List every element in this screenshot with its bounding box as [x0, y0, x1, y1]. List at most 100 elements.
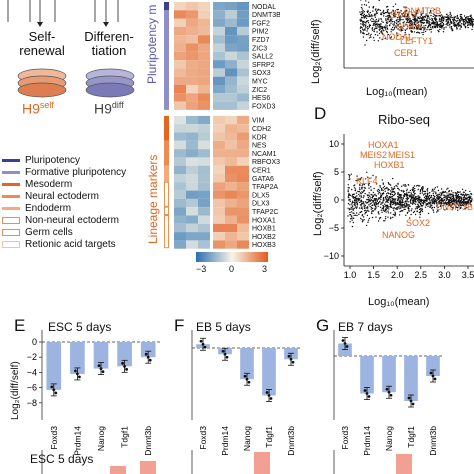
data-point — [365, 392, 369, 395]
heatmap-cell — [225, 215, 237, 224]
heatmap-cell — [237, 240, 249, 249]
heatmap-cell — [213, 215, 225, 224]
data-point — [243, 374, 247, 378]
heatmap-cell — [198, 18, 210, 27]
heatmap-cell — [198, 157, 210, 166]
heatmap-cell — [174, 174, 186, 183]
heatmap-cell — [213, 190, 225, 199]
category-label: Prdm14 — [362, 426, 372, 456]
heatmap-cell — [186, 190, 198, 199]
heatmap-cell — [237, 18, 249, 27]
panel-d-gene-label: MEIS2 — [360, 150, 387, 160]
heatmap-cell — [198, 10, 210, 19]
lower-bar — [140, 461, 156, 474]
bar — [70, 342, 85, 374]
panel-c-ylabel: Log₂(diff/self) — [310, 19, 322, 84]
heatmap-cell — [237, 165, 249, 174]
heatmap-cell — [174, 207, 186, 216]
heatmap-gene-label: HES6 — [252, 95, 270, 102]
category-label: Prdm14 — [72, 426, 82, 456]
panel-d-ylabel: Log₂(diff/self) — [312, 171, 324, 236]
heatmap-cell — [237, 35, 249, 44]
heatmap-cell — [186, 101, 198, 110]
heatmap-gene-label: NES — [252, 143, 267, 150]
heatmap-cell — [186, 223, 198, 233]
panel-g-title: EB 7 days — [338, 320, 393, 334]
heatmap-cell — [198, 174, 210, 183]
heatmap-gene-label: DLX5 — [252, 192, 270, 199]
legend-label: Endoderm — [25, 202, 72, 214]
heatmap-cell — [186, 35, 198, 44]
heatmap-cell — [198, 240, 210, 249]
heatmap-cell — [186, 198, 198, 208]
y-tick-label: −6 — [27, 383, 37, 393]
heatmap-cell — [225, 140, 237, 150]
data-point — [341, 339, 345, 342]
data-point — [225, 355, 229, 359]
scatter-points — [347, 171, 473, 228]
heatmap-cell — [225, 85, 237, 94]
heatmap-gene-label: HOXB3 — [252, 242, 276, 249]
bar — [382, 356, 396, 393]
heatmap-cell — [237, 182, 249, 191]
heatmap-cell — [174, 115, 186, 125]
heatmap-cell — [237, 215, 249, 224]
panel-d-ytick-label: 10 — [329, 139, 339, 149]
heatmap-gene-label: HOXA1 — [252, 217, 276, 224]
heatmap-cell — [186, 240, 198, 249]
y-tick-label: −8 — [27, 398, 37, 408]
legend-item: Germ cells — [2, 226, 152, 238]
bar-chart-3: Foxd3 Prdm14 Nanog Tdgf1 Dnmt3b — [333, 330, 444, 474]
heatmap-cell — [186, 124, 198, 133]
panel-a — [0, 0, 150, 120]
heatmap-cell — [237, 207, 249, 216]
heatmap-cell — [225, 240, 237, 249]
heatmap-cell — [225, 51, 237, 61]
panel-c-gene-label: LEFTY1 — [400, 36, 433, 46]
lower-bar — [254, 452, 270, 474]
bar — [140, 342, 156, 358]
panel-d-gene-label: HOXA1 — [368, 140, 399, 150]
legend-swatch — [2, 182, 20, 186]
heatmap-cell — [174, 223, 186, 233]
panel-d-xtick-label: 3.0 — [438, 270, 451, 280]
category-label: Foxd3 — [198, 426, 208, 450]
heatmap-cell — [213, 140, 225, 150]
heatmap-cell — [198, 182, 210, 191]
heatmap-cell — [174, 35, 186, 44]
heatmap-cell — [237, 76, 249, 85]
heatmap-colorbar — [196, 252, 268, 262]
legend-swatch — [2, 240, 20, 248]
panel-d-gene-label: MEIS1 — [388, 150, 415, 160]
legend-swatch — [2, 216, 20, 224]
data-point — [50, 385, 54, 389]
data-point — [76, 372, 79, 376]
heatmap-cell — [213, 132, 225, 141]
heatmap-cell — [213, 115, 225, 125]
heatmap-cell — [225, 101, 237, 110]
heatmap-group-bar — [164, 115, 169, 141]
y-tick-label: −4 — [27, 367, 37, 377]
panel-d-xtick-label: 3.5 — [462, 270, 474, 280]
bar-chart-2: Foxd3 Prdm14 Nanog Tdgf1 Dnmt3b — [191, 330, 302, 474]
h9-diff-label: H9diff — [94, 100, 124, 117]
legend-swatch — [2, 158, 20, 162]
heatmap-cell — [174, 51, 186, 61]
diff-dish-stack — [85, 68, 135, 98]
heatmap-cell — [225, 2, 237, 11]
data-point — [407, 396, 411, 400]
legend-label: Retionic acid targets — [25, 238, 116, 250]
legend-label: Mesoderm — [25, 178, 73, 190]
heatmap-cell — [186, 174, 198, 183]
heatmap-group-lineage-label: Lineage markers — [146, 154, 160, 244]
heatmap-cell — [198, 190, 210, 199]
data-point — [433, 377, 437, 381]
heatmap-cell — [237, 157, 249, 166]
heatmap-cell — [213, 51, 225, 61]
heatmap-cell — [237, 232, 249, 241]
heatmap-cell — [198, 93, 210, 102]
data-point — [429, 371, 433, 375]
heatmap-gene-label: CDH2 — [252, 126, 271, 133]
heatmap-cell — [237, 2, 249, 11]
